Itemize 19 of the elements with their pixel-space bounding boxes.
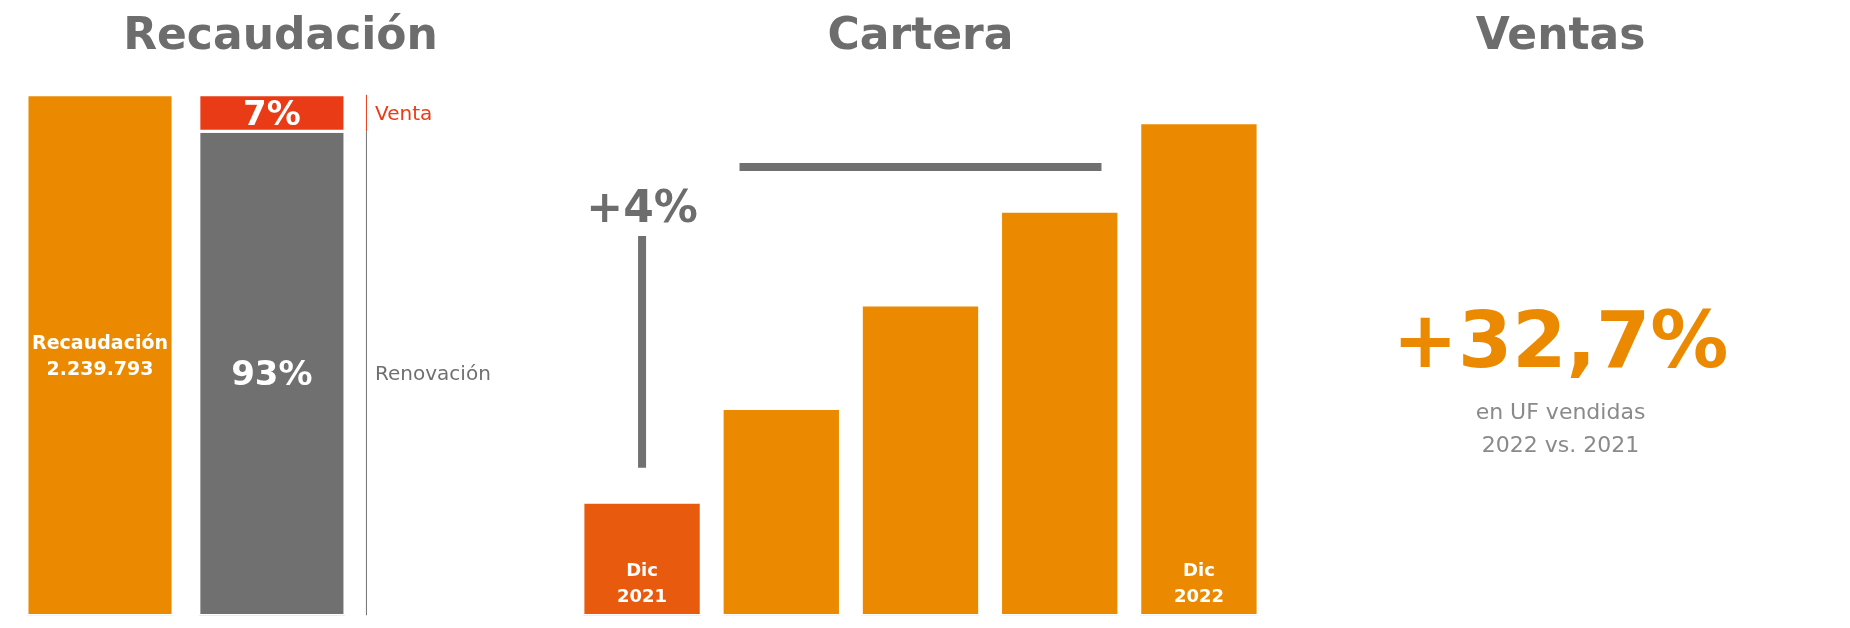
data-label: 7% (243, 92, 301, 133)
text: en UF vendidas (1475, 398, 1646, 424)
bar (999, 209, 1121, 616)
text: 2022 vs. 2021 (1481, 431, 1640, 457)
data-label: Recaudación 2.239.793 (32, 330, 168, 380)
text: Ventas (1475, 7, 1646, 59)
x-tick-label: Dic 2021 (617, 559, 668, 606)
series-label: Renovación (375, 361, 491, 386)
text: +32,7% (1392, 294, 1729, 385)
bar (720, 407, 842, 616)
bar (859, 303, 982, 616)
x-tick-label: Dic 2022 (1173, 559, 1224, 606)
chart-title: Recaudación (123, 7, 438, 59)
chart-title: Cartera (827, 7, 1014, 59)
bar (1138, 121, 1260, 616)
data-label: 93% (231, 353, 313, 394)
bar (581, 500, 703, 616)
legend-label: Venta (375, 100, 433, 125)
annotation: +4% (586, 180, 698, 232)
